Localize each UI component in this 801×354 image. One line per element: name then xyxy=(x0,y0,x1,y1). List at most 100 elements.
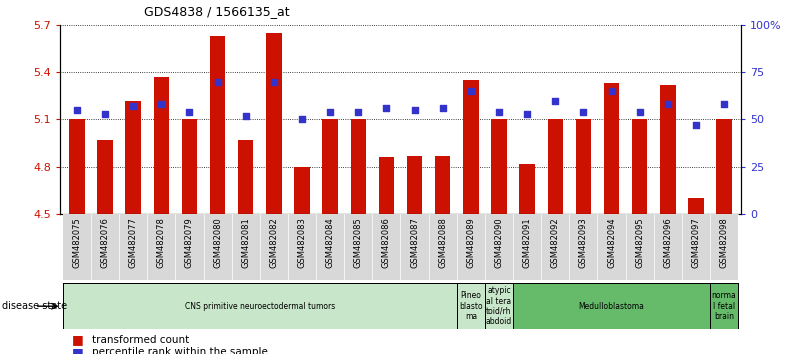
Bar xyxy=(660,85,675,214)
Text: GSM482086: GSM482086 xyxy=(382,217,391,268)
Bar xyxy=(182,120,197,214)
Bar xyxy=(541,214,570,280)
Bar xyxy=(266,33,282,214)
Text: GSM482085: GSM482085 xyxy=(354,217,363,268)
Text: CNS primitive neuroectodermal tumors: CNS primitive neuroectodermal tumors xyxy=(185,302,335,311)
Bar xyxy=(260,214,288,280)
Bar xyxy=(126,101,141,214)
Bar xyxy=(379,157,394,214)
Point xyxy=(296,117,308,122)
Bar xyxy=(323,120,338,214)
Text: GSM482089: GSM482089 xyxy=(466,217,475,268)
Point xyxy=(211,79,224,84)
Bar xyxy=(154,77,169,214)
Bar xyxy=(688,198,703,214)
Bar xyxy=(316,214,344,280)
Point xyxy=(183,109,196,115)
Text: GSM482094: GSM482094 xyxy=(607,217,616,268)
Bar xyxy=(513,283,710,329)
Bar xyxy=(344,214,372,280)
Point xyxy=(380,105,392,111)
Text: GSM482083: GSM482083 xyxy=(297,217,307,268)
Bar xyxy=(519,164,535,214)
Point xyxy=(324,109,336,115)
Text: GSM482096: GSM482096 xyxy=(663,217,672,268)
Text: GSM482098: GSM482098 xyxy=(719,217,729,268)
Bar xyxy=(210,36,225,214)
Bar xyxy=(429,214,457,280)
Bar xyxy=(203,214,231,280)
Point xyxy=(352,109,364,115)
Text: ■: ■ xyxy=(72,346,84,354)
Bar xyxy=(98,140,113,214)
Bar xyxy=(372,214,400,280)
Bar xyxy=(604,83,619,214)
Bar xyxy=(632,120,647,214)
Text: GSM482077: GSM482077 xyxy=(129,217,138,268)
Bar xyxy=(435,156,450,214)
Text: GSM482080: GSM482080 xyxy=(213,217,222,268)
Text: Pineo
blasto
ma: Pineo blasto ma xyxy=(459,291,483,321)
Text: GSM482092: GSM482092 xyxy=(551,217,560,268)
Point xyxy=(465,88,477,94)
Bar xyxy=(598,214,626,280)
Text: GSM482093: GSM482093 xyxy=(579,217,588,268)
Point xyxy=(521,111,533,116)
Point xyxy=(437,105,449,111)
Point xyxy=(239,113,252,119)
Text: percentile rank within the sample: percentile rank within the sample xyxy=(92,347,268,354)
Point xyxy=(493,109,505,115)
Bar xyxy=(119,214,147,280)
Point xyxy=(268,79,280,84)
Text: GSM482095: GSM482095 xyxy=(635,217,644,268)
Bar xyxy=(175,214,203,280)
Bar xyxy=(654,214,682,280)
Text: GSM482076: GSM482076 xyxy=(101,217,110,268)
Bar xyxy=(238,140,253,214)
Point xyxy=(634,109,646,115)
Bar xyxy=(63,283,457,329)
Text: atypic
al tera
toid/rh
abdoid: atypic al tera toid/rh abdoid xyxy=(486,286,512,326)
Bar xyxy=(400,214,429,280)
Bar xyxy=(294,167,310,214)
Bar xyxy=(407,156,422,214)
Bar xyxy=(457,283,485,329)
Text: ■: ■ xyxy=(72,333,84,346)
Text: GSM482081: GSM482081 xyxy=(241,217,250,268)
Text: GSM482087: GSM482087 xyxy=(410,217,419,268)
Bar xyxy=(91,214,119,280)
Text: Medulloblastoma: Medulloblastoma xyxy=(578,302,645,311)
Bar xyxy=(548,120,563,214)
Text: GSM482082: GSM482082 xyxy=(269,217,279,268)
Text: disease state: disease state xyxy=(2,301,66,311)
Text: GSM482090: GSM482090 xyxy=(494,217,504,268)
Bar xyxy=(288,214,316,280)
Text: GSM482088: GSM482088 xyxy=(438,217,447,268)
Bar xyxy=(626,214,654,280)
Point xyxy=(662,102,674,107)
Point xyxy=(70,107,83,113)
Bar xyxy=(351,120,366,214)
Text: GDS4838 / 1566135_at: GDS4838 / 1566135_at xyxy=(144,5,290,18)
Text: GSM482084: GSM482084 xyxy=(326,217,335,268)
Bar xyxy=(710,283,738,329)
Bar xyxy=(491,120,507,214)
Point xyxy=(99,111,111,116)
Text: transformed count: transformed count xyxy=(92,335,189,345)
Point xyxy=(409,107,421,113)
Text: GSM482075: GSM482075 xyxy=(72,217,82,268)
Point xyxy=(549,98,562,103)
Text: GSM482078: GSM482078 xyxy=(157,217,166,268)
Point xyxy=(127,103,139,109)
Point xyxy=(605,88,618,94)
Point xyxy=(577,109,590,115)
Bar xyxy=(463,80,478,214)
Bar xyxy=(457,214,485,280)
Point xyxy=(690,122,702,128)
Bar xyxy=(576,120,591,214)
Text: norma
l fetal
brain: norma l fetal brain xyxy=(711,291,736,321)
Bar xyxy=(716,120,732,214)
Text: GSM482091: GSM482091 xyxy=(522,217,532,268)
Bar xyxy=(147,214,175,280)
Point xyxy=(155,102,167,107)
